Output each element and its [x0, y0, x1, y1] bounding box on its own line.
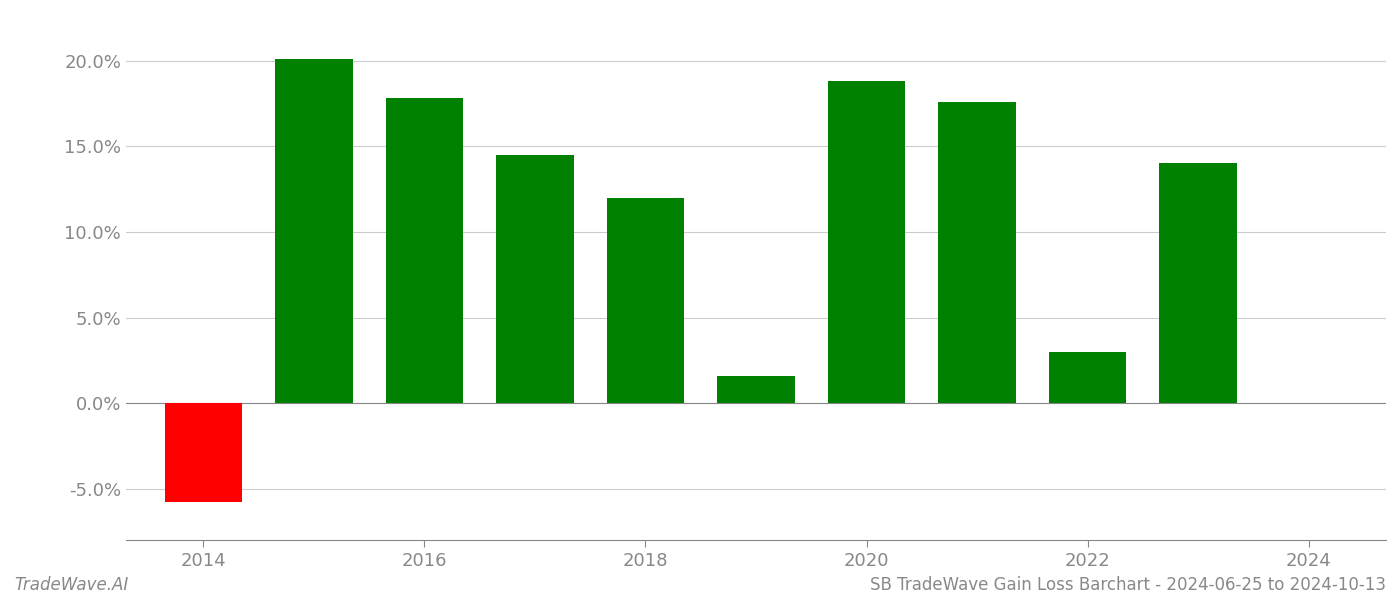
- Text: TradeWave.AI: TradeWave.AI: [14, 576, 129, 594]
- Bar: [276, 59, 353, 403]
- Bar: [496, 155, 574, 403]
- Bar: [938, 102, 1016, 403]
- Bar: [827, 82, 906, 403]
- Bar: [1049, 352, 1126, 403]
- Bar: [386, 98, 463, 403]
- Bar: [1159, 163, 1236, 403]
- Text: SB TradeWave Gain Loss Barchart - 2024-06-25 to 2024-10-13: SB TradeWave Gain Loss Barchart - 2024-0…: [869, 576, 1386, 594]
- Bar: [717, 376, 795, 403]
- Bar: [165, 403, 242, 502]
- Bar: [606, 198, 685, 403]
